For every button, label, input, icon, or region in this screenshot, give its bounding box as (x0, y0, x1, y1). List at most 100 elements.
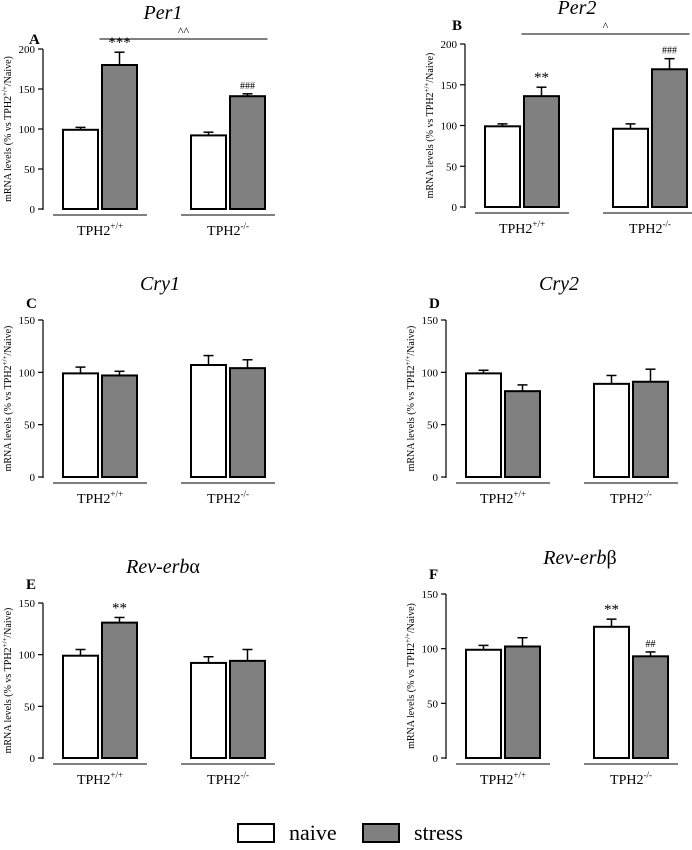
group-label-sup: +/+ (532, 219, 545, 229)
y-tick-label: 0 (30, 204, 36, 216)
group-label-sup: -/- (240, 770, 249, 780)
significance-mark: ** (534, 70, 549, 86)
y-axis-label: mRNA levels (% vs TPH2+/+/Naive) (423, 53, 436, 199)
y-axis-label-end: /Naive) (3, 326, 14, 356)
y-tick-label: 100 (422, 644, 439, 656)
bar-stress (101, 621, 138, 760)
y-axis-label-sup: +/+ (404, 633, 412, 643)
group-label: TPH2-/- (207, 489, 249, 507)
bar-naive (62, 654, 99, 760)
bar-naive (62, 372, 99, 479)
y-tick-label: 200 (441, 39, 458, 51)
y-tick-label: 150 (19, 84, 36, 96)
bar-stress (651, 68, 688, 208)
group-label-main: TPH2 (480, 492, 513, 507)
bar-stress (229, 659, 266, 759)
y-tick-label: 100 (422, 367, 439, 379)
significance-mark: ## (646, 639, 656, 650)
legend-stress-label: stress (414, 820, 463, 845)
panel-title-suffix: β (607, 547, 617, 569)
y-axis-label-sup: +/+ (1, 356, 9, 366)
y-tick-label: 0 (30, 753, 36, 765)
group-label: TPH2-/- (610, 489, 652, 507)
panel-title-gene: Cry2 (539, 273, 579, 295)
group-label-main: TPH2 (77, 773, 110, 788)
bar-naive (612, 127, 649, 208)
panel-f: F Rev-erbβ 0 50 100 150 mRNA levels (% vs TPH2… (404, 547, 678, 788)
y-tick-label: 50 (427, 420, 439, 432)
legend-stress-swatch (362, 823, 400, 843)
bar-stress (632, 655, 669, 760)
y-axis-label-sup: +/+ (1, 638, 9, 648)
bar-naive (593, 382, 630, 479)
legend-naive: naive (237, 820, 337, 846)
group-label-main: TPH2 (480, 773, 513, 788)
y-tick-label: 100 (19, 124, 36, 136)
bar-naive (190, 134, 227, 210)
y-axis-label-end: /Naive) (3, 608, 14, 638)
y-axis-label: mRNA levels (% vs TPH2+/+/Naive) (404, 603, 417, 749)
group-label-sup: -/- (240, 489, 249, 499)
panel-title: Rev-erbβ (542, 547, 616, 569)
bar-stress (504, 645, 541, 759)
bar-naive (593, 625, 630, 759)
legend-naive-label: naive (289, 820, 337, 845)
panel-title: Per1 (143, 2, 183, 24)
group-label: TPH2+/+ (480, 770, 526, 788)
group-label-sup: -/- (240, 221, 249, 231)
y-tick-label: 200 (19, 44, 36, 56)
group-label: TPH2-/- (207, 770, 249, 788)
group-label-sup: -/- (643, 770, 652, 780)
group-label-main: TPH2 (207, 492, 240, 507)
y-tick-label: 50 (446, 161, 458, 173)
group-label: TPH2+/+ (77, 770, 123, 788)
group-label-main: TPH2 (610, 773, 643, 788)
group-label-main: TPH2 (499, 222, 532, 237)
comparison-mark: ^ (603, 19, 609, 33)
significance-mark: *** (108, 35, 131, 51)
group-label-main: TPH2 (207, 773, 240, 788)
y-tick-label: 100 (441, 121, 458, 133)
panel-label: F (429, 567, 438, 583)
bar-stress (229, 367, 266, 478)
y-tick-label: 50 (24, 701, 36, 713)
y-axis-label-main: mRNA levels (% vs TPH2 (3, 647, 14, 753)
y-tick-label: 150 (441, 80, 458, 92)
group-label-sup: +/+ (110, 221, 123, 231)
panel-label: C (26, 296, 37, 312)
bar-naive (190, 364, 227, 478)
group-label-main: TPH2 (610, 492, 643, 507)
y-axis-label-end: /Naive) (406, 603, 417, 633)
bar-stress (632, 380, 669, 478)
group-label: TPH2+/+ (480, 489, 526, 507)
bar-naive (484, 125, 521, 208)
bar-stress (101, 374, 138, 478)
panel-title-gene: Per1 (143, 2, 183, 24)
group-label-sup: +/+ (513, 489, 526, 499)
y-tick-label: 100 (19, 367, 36, 379)
panel-title-gene: Per2 (557, 0, 597, 19)
y-axis-label: mRNA levels (% vs TPH2+/+/Naive) (1, 56, 14, 202)
y-axis-label-end: /Naive) (3, 56, 14, 86)
y-axis-label-end: /Naive) (406, 326, 417, 356)
group-label-main: TPH2 (207, 224, 240, 239)
y-axis-label-main: mRNA levels (% vs TPH2 (406, 365, 417, 471)
y-axis-label: mRNA levels (% vs TPH2+/+/Naive) (404, 326, 417, 472)
group-label: TPH2-/- (610, 770, 652, 788)
legend-stress: stress (362, 820, 463, 846)
y-axis-label: mRNA levels (% vs TPH2+/+/Naive) (1, 608, 14, 754)
group-label-sup: -/- (662, 219, 671, 229)
panel-title: Cry2 (539, 273, 579, 295)
group-label-main: TPH2 (77, 492, 110, 507)
group-label: TPH2+/+ (77, 221, 123, 239)
group-label: TPH2+/+ (77, 489, 123, 507)
y-tick-label: 150 (422, 315, 439, 327)
panel-title-gene: Rev-erb (125, 556, 189, 578)
y-axis-label-main: mRNA levels (% vs TPH2 (3, 96, 14, 202)
group-label: TPH2+/+ (499, 219, 545, 237)
panel-title-gene: Rev-erb (542, 547, 606, 569)
